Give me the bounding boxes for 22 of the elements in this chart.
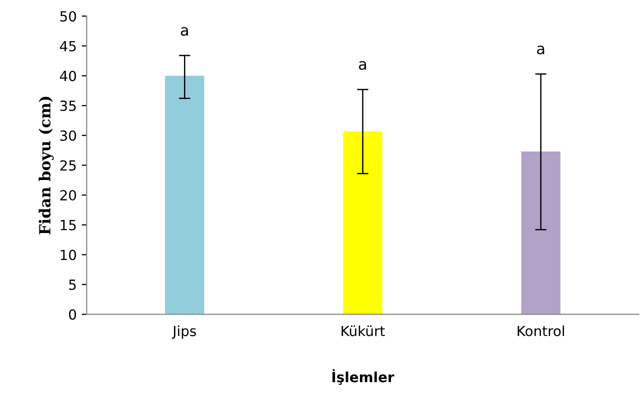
bar (165, 76, 204, 314)
y-tick-label: 25 (60, 160, 76, 171)
y-tick-label: 45 (60, 41, 76, 52)
x-tick-label: Kontrol (518, 325, 564, 336)
x-tick-label: Jips (172, 325, 196, 339)
bar (521, 152, 560, 314)
x-tick-label: Kükürt (342, 325, 385, 336)
y-tick-label: 5 (69, 280, 76, 290)
annotation: a (180, 27, 188, 36)
y-tick-label: 0 (69, 309, 76, 320)
y-tick-label: 15 (60, 220, 76, 230)
y-tick-label: 30 (60, 130, 76, 141)
y-tick-label: 50 (60, 11, 76, 22)
bar (343, 131, 382, 314)
y-tick-label: 20 (60, 190, 76, 201)
y-tick-label: 40 (60, 70, 76, 82)
y-axis-title: Fidan boyu (cm) (38, 96, 54, 234)
x-axis-title: İşlemler (332, 369, 394, 385)
y-tick-label: 35 (60, 100, 76, 112)
y-tick-label: 10 (60, 250, 76, 260)
annotation: a (358, 61, 366, 70)
annotation: a (537, 46, 544, 54)
